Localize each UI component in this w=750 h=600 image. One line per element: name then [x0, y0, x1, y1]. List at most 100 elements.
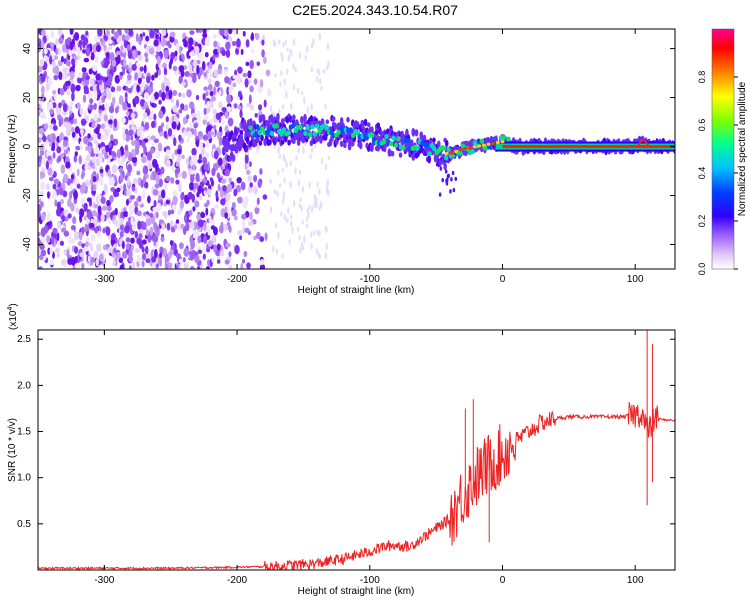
- noise-blob: [126, 73, 132, 81]
- snr-xtick-label: -200: [227, 575, 247, 586]
- noise-blob: [176, 263, 180, 269]
- faint-blob: [308, 204, 311, 210]
- noise-blob: [183, 247, 189, 257]
- noise-blob: [181, 92, 186, 99]
- noise-blob: [125, 64, 130, 71]
- noise-blob: [52, 183, 57, 190]
- faint-blob: [280, 211, 283, 217]
- faint-blob: [286, 68, 289, 75]
- noise-blob: [104, 102, 110, 111]
- noise-blob: [202, 32, 208, 38]
- spectrogram-xtick-label: -200: [227, 274, 247, 285]
- noise-blob: [141, 252, 147, 261]
- ridge-halo: [363, 118, 368, 127]
- noise-blob: [136, 210, 142, 217]
- ridge-halo: [233, 133, 237, 139]
- noise-blob: [143, 174, 147, 183]
- noise-blob: [145, 57, 149, 63]
- colorbar-gradient: [712, 29, 734, 269]
- faint-blob: [320, 202, 323, 209]
- noise-blob: [101, 91, 107, 97]
- noise-blob: [197, 235, 202, 244]
- noise-blob: [213, 150, 219, 160]
- faint-blob: [284, 39, 288, 46]
- noise-blob: [132, 152, 137, 158]
- noise-blob: [94, 226, 99, 234]
- noise-blob: [89, 104, 94, 110]
- noise-blob: [47, 167, 53, 176]
- noise-blob: [70, 83, 76, 94]
- faint-blob: [278, 153, 282, 160]
- ridge-core-blob: [424, 142, 430, 148]
- noise-blob: [93, 250, 99, 260]
- noise-blob: [215, 190, 219, 199]
- noise-blob: [136, 170, 141, 176]
- noise-blob: [143, 111, 148, 119]
- noise-blob: [234, 244, 240, 255]
- noise-blob: [244, 227, 250, 234]
- ridge-peak-dot: [481, 143, 486, 147]
- noise-blob: [142, 222, 147, 231]
- noise-blob: [40, 29, 46, 37]
- tail-blob: [435, 162, 439, 167]
- noise-blob: [75, 84, 81, 92]
- noise-blob: [122, 101, 128, 111]
- ridge-core-blob: [336, 129, 341, 135]
- noise-blob: [226, 94, 232, 104]
- faint-blob: [282, 153, 285, 161]
- noise-blob: [39, 111, 46, 117]
- noise-blob: [223, 68, 228, 77]
- noise-blob: [51, 60, 56, 68]
- noise-blob: [190, 169, 196, 175]
- noise-blob: [84, 78, 90, 86]
- ridge-core-blob: [348, 127, 353, 133]
- ridge-halo: [261, 114, 266, 123]
- noise-blob: [118, 238, 123, 246]
- noise-blob: [39, 254, 44, 261]
- faint-blob: [300, 90, 304, 96]
- noise-blob: [170, 209, 175, 215]
- noise-blob: [136, 84, 141, 93]
- noise-blob: [116, 148, 121, 159]
- faint-blob: [325, 242, 328, 251]
- noise-blob: [219, 126, 223, 133]
- faint-blob: [299, 197, 302, 203]
- noise-blob: [214, 80, 220, 88]
- noise-blob: [39, 59, 45, 67]
- noise-blob: [58, 102, 62, 109]
- noise-blob: [244, 78, 249, 88]
- noise-blob: [58, 36, 64, 45]
- ridge-halo: [292, 114, 296, 121]
- ridge-core-blob: [470, 148, 475, 155]
- faint-blob: [274, 73, 277, 78]
- noise-blob: [107, 39, 113, 45]
- noise-blob: [182, 132, 187, 137]
- noise-blob: [92, 43, 98, 53]
- noise-blob: [178, 258, 184, 264]
- noise-blob: [203, 163, 209, 171]
- faint-blob: [305, 216, 309, 222]
- noise-blob: [210, 225, 216, 230]
- noise-blob: [242, 219, 246, 229]
- noise-blob: [58, 71, 63, 81]
- noise-blob: [90, 256, 95, 263]
- noise-blob: [161, 222, 166, 230]
- noise-blob: [52, 125, 58, 131]
- faint-blob: [310, 103, 313, 111]
- noise-blob: [228, 225, 232, 233]
- carrier-wiggle: [636, 139, 650, 147]
- noise-blob: [84, 163, 88, 171]
- ridge-peak-dot: [472, 145, 477, 149]
- noise-blob: [152, 188, 159, 196]
- faint-blob: [289, 214, 293, 220]
- noise-blob: [158, 99, 162, 105]
- noise-blob: [60, 198, 64, 205]
- noise-blob: [156, 55, 161, 66]
- noise-blob: [212, 108, 217, 116]
- noise-blob: [175, 179, 180, 185]
- noise-blob: [83, 203, 87, 213]
- faint-blob: [281, 253, 284, 259]
- noise-blob: [90, 246, 94, 252]
- noise-blob: [119, 173, 124, 183]
